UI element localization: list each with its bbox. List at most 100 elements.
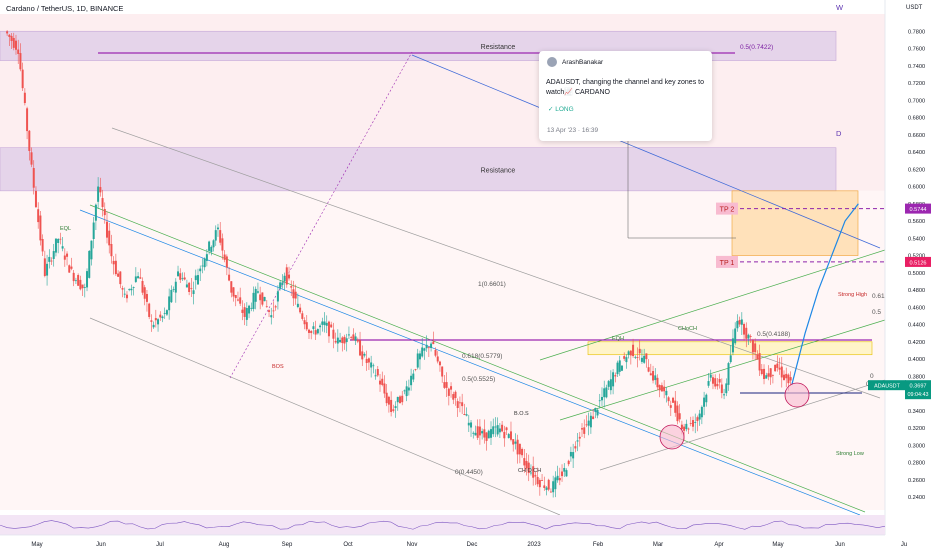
candle-body xyxy=(514,441,517,444)
candle-body xyxy=(21,69,24,89)
price-tick-18: 0.4200 xyxy=(908,340,925,346)
candle xyxy=(236,291,239,302)
candle xyxy=(185,279,188,288)
candle-body xyxy=(170,289,173,303)
candle xyxy=(46,254,49,286)
zone-label-0: Resistance xyxy=(481,44,516,51)
candle-body xyxy=(281,282,284,286)
candle-body xyxy=(760,369,763,375)
candle-body xyxy=(59,238,62,240)
candle xyxy=(307,328,310,340)
candle xyxy=(698,409,701,426)
candle xyxy=(241,300,244,321)
candle-body xyxy=(79,279,82,290)
candle-body xyxy=(236,299,239,301)
candle xyxy=(709,369,712,382)
candle xyxy=(221,233,224,260)
candle-body xyxy=(547,479,550,490)
time-label-9: Feb xyxy=(593,542,604,548)
candle xyxy=(383,375,386,398)
candle-body xyxy=(263,296,266,302)
candle xyxy=(485,432,488,451)
fib-label-4: 0.5(0.4188) xyxy=(757,331,790,338)
candle-body xyxy=(414,369,417,370)
candle xyxy=(125,291,128,303)
author-avatar[interactable] xyxy=(547,57,557,67)
candle-body xyxy=(432,341,435,345)
candle-body xyxy=(616,362,619,375)
candle-body xyxy=(634,356,637,358)
candle-body xyxy=(241,309,244,313)
candle xyxy=(188,281,191,296)
candle xyxy=(443,374,446,390)
candle-body xyxy=(23,92,26,104)
candle-body xyxy=(720,384,723,394)
candle-body xyxy=(521,448,524,456)
candle xyxy=(216,223,219,237)
candle-body xyxy=(363,353,366,356)
candle-body xyxy=(310,330,313,334)
candle xyxy=(92,216,95,249)
candle-body xyxy=(441,366,444,377)
candle xyxy=(549,488,552,493)
candle xyxy=(720,378,723,399)
idea-title[interactable]: ADAUSDT, changing the channel and key zo… xyxy=(546,79,704,96)
current-price-bg xyxy=(905,380,931,400)
candle xyxy=(23,88,26,106)
candle xyxy=(654,368,657,385)
candle xyxy=(472,431,475,439)
candle-body xyxy=(492,426,495,435)
candle-body xyxy=(754,343,757,353)
candle-body xyxy=(691,420,694,427)
candle xyxy=(543,476,546,491)
candle xyxy=(52,243,55,267)
candle-body xyxy=(596,409,599,416)
candle-body xyxy=(103,208,106,216)
fib-label-5: 0.618 xyxy=(872,293,889,300)
candle-body xyxy=(37,209,40,223)
candle-body xyxy=(119,271,122,285)
candle-body xyxy=(609,379,612,391)
candle-body xyxy=(518,443,521,455)
candle xyxy=(214,225,217,246)
candle-body xyxy=(470,422,473,428)
candle xyxy=(343,334,346,350)
candle-body xyxy=(450,386,453,390)
idea-author[interactable]: ArashBanakar xyxy=(562,59,604,66)
candle xyxy=(61,236,64,252)
candle xyxy=(272,301,275,318)
candle-body xyxy=(756,354,759,360)
candle-body xyxy=(498,428,501,433)
candle-body xyxy=(627,351,630,355)
candle xyxy=(212,239,215,252)
idea-card[interactable]: ArashBanakar ADAUSDT, changing the chann… xyxy=(539,51,712,141)
candle xyxy=(248,304,251,319)
candle-body xyxy=(392,409,395,411)
candle-body xyxy=(458,402,461,404)
candle xyxy=(563,463,566,477)
candle xyxy=(763,364,766,385)
candle xyxy=(552,475,555,498)
candle xyxy=(10,32,13,50)
candle xyxy=(694,413,697,434)
candle xyxy=(716,378,719,390)
candle xyxy=(660,382,663,392)
candle xyxy=(751,338,754,360)
candle-body xyxy=(638,348,641,354)
candle xyxy=(425,335,428,352)
candle xyxy=(148,302,151,320)
candle xyxy=(430,341,433,352)
candle xyxy=(276,285,279,310)
time-label-14: Ju xyxy=(901,542,907,548)
candle-body xyxy=(763,368,766,380)
candle xyxy=(785,367,788,388)
candle-body xyxy=(288,274,291,279)
candle-body xyxy=(270,315,273,318)
level-tag-bg-1 xyxy=(905,256,931,267)
candle xyxy=(496,417,499,437)
candle-body xyxy=(8,34,11,37)
long-badge: ✓ LONG xyxy=(548,106,574,113)
candle xyxy=(161,315,164,323)
candle xyxy=(28,129,31,161)
